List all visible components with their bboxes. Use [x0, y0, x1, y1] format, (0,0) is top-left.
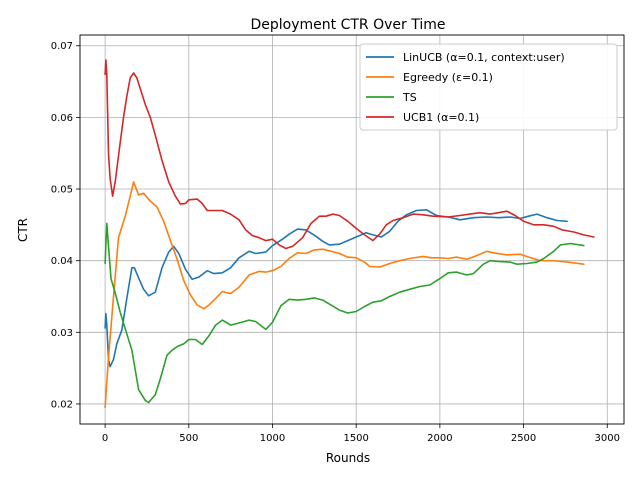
y-tick-label: 0.07: [51, 41, 73, 52]
y-tick-label: 0.03: [51, 328, 73, 339]
legend-label: UCB1 (α=0.1): [403, 111, 479, 124]
chart-title: Deployment CTR Over Time: [251, 17, 446, 33]
y-tick-label: 0.05: [51, 185, 73, 196]
y-tick-label: 0.04: [51, 256, 73, 267]
legend-label: LinUCB (α=0.1, context:user): [403, 51, 565, 64]
series-line: [104, 59, 595, 250]
x-tick-label: 1500: [343, 433, 368, 444]
grid-lines: [80, 35, 624, 424]
x-tick-label: 1000: [260, 433, 285, 444]
x-tick-label: 2000: [427, 433, 452, 444]
legend-label: TS: [402, 91, 417, 104]
series-line: [104, 222, 585, 404]
x-axis-label: Rounds: [326, 451, 370, 465]
x-tick-label: 2500: [511, 433, 536, 444]
y-axis-label: CTR: [16, 218, 30, 242]
series-lines: [104, 59, 595, 409]
x-tick-label: 500: [179, 433, 198, 444]
plot-frame: [79, 34, 625, 425]
x-tick-label: 3000: [595, 433, 620, 444]
y-tick-label: 0.02: [51, 399, 73, 410]
legend: LinUCB (α=0.1, context:user) Egreedy (ε=0…: [359, 43, 618, 131]
y-axis: 0.02 0.03 0.04 0.05 0.06 0.07: [51, 41, 80, 410]
series-line: [104, 181, 585, 409]
x-tick-label: 0: [102, 433, 108, 444]
legend-box: [359, 43, 618, 131]
x-axis: 0 500 1000 1500 2000 2500 3000: [102, 424, 620, 444]
series-line: [104, 209, 568, 368]
y-tick-label: 0.06: [51, 113, 73, 124]
legend-label: Egreedy (ε=0.1): [403, 71, 493, 84]
